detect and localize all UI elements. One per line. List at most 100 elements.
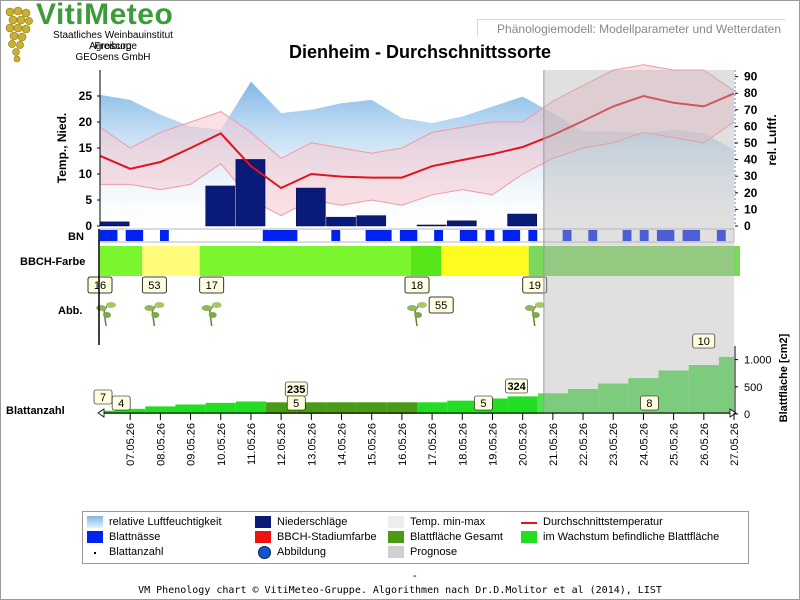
leaf-wetness-mark: [271, 230, 281, 241]
right-axis-tick-label: 90: [744, 70, 758, 84]
legend-swatch: [87, 516, 103, 528]
x-axis-tick-label: 24.05.26: [638, 423, 650, 466]
bbch-color-segment: [100, 246, 143, 276]
shoot-leaf: [201, 305, 212, 311]
leaf-wetness-mark: [562, 230, 572, 241]
leaf-wetness-mark: [682, 230, 692, 241]
leaf-area-bar: [567, 388, 599, 414]
precipitation-bar: [446, 220, 477, 227]
bbch-stage-box: [199, 276, 225, 294]
leaf-area-bar: [326, 402, 357, 414]
bbch-stage-box: [141, 276, 167, 294]
precipitation-bar: [235, 159, 266, 227]
leaf-count-label: 7: [100, 392, 106, 404]
leaf-area-bar: [507, 396, 538, 414]
leaf-area-bar: [235, 401, 267, 414]
legend-item-label: im Wachstum befindliche Blattfläche: [543, 531, 720, 543]
logo-line-1: Staatliches Weinbauinstitut Freiburg: [53, 30, 173, 52]
leaf-wetness-mark: [434, 230, 444, 241]
shoot-leaf: [103, 312, 112, 318]
bbch-stage-label: 17: [206, 280, 218, 292]
leaf-wetness-mark: [468, 230, 478, 241]
left-axis-tick-label: 10: [79, 167, 93, 181]
precipitation-bar: [326, 216, 356, 227]
right-axis-tick-label: 60: [744, 119, 758, 133]
leaf-area-bar: [205, 402, 236, 414]
leaf-wetness-mark: [365, 230, 375, 241]
legend-swatch: [388, 546, 404, 558]
leaf-wetness-mark: [511, 230, 521, 241]
right-axis-tick-label: 70: [744, 103, 758, 117]
legend-item-label: Temp. min-max: [410, 516, 486, 528]
precipitation-bar: [416, 224, 447, 227]
leaf-wetness-label: BN: [68, 231, 84, 243]
shoot-leaf: [144, 305, 155, 311]
logo-line-3: GEOsens GmbH: [75, 52, 151, 63]
legend-swatch: [388, 516, 404, 528]
x-axis-tick-label: 22.05.26: [578, 423, 590, 466]
left-axis-tick-label: 25: [79, 89, 93, 103]
shoot-leaf: [531, 312, 540, 318]
leaf-area-bar: [145, 406, 176, 414]
leaf-area-bar: [115, 408, 146, 414]
forecast-overlay: [543, 70, 734, 414]
shoot-leaf: [534, 302, 545, 308]
shoot-leaf: [208, 312, 217, 318]
leaf-count-label: 235: [287, 384, 305, 396]
leaf-wetness-mark: [159, 230, 169, 241]
bbch-stage-label: 18: [411, 280, 423, 292]
leaf-area-bar: [296, 402, 327, 414]
leaf-wetness-mark: [408, 230, 418, 241]
leaf-area-bar: [417, 402, 448, 414]
x-axis-tick-label: 20.05.26: [518, 423, 530, 466]
chart-title: Dienheim - Durchschnittssorte: [288, 42, 552, 62]
leaf-wetness-mark: [639, 230, 649, 241]
abbildung-label: Abb.: [58, 305, 82, 317]
precipitation-bar: [295, 187, 326, 227]
bbch-stage-label: 16: [94, 280, 106, 292]
grape-logo-icon: [5, 6, 33, 63]
right-axis-tick-label: 80: [744, 86, 758, 100]
leaf-count-label: 10: [698, 336, 710, 348]
bbch-color-segment: [410, 246, 442, 276]
x-axis-tick-label: 17.05.26: [427, 423, 439, 466]
right-axis-tick-label: 20: [744, 186, 758, 200]
legend-swatch: [388, 531, 404, 543]
bbch-stage-box: [87, 276, 113, 294]
leaf-area-bar: [688, 365, 719, 414]
legend-swatch: [521, 531, 537, 543]
footer-dash: -: [413, 570, 417, 582]
left-axis-tick-label: 5: [85, 193, 92, 207]
leaf-area-bar: [658, 370, 689, 414]
leaf-wetness-mark: [288, 230, 298, 241]
leaf-count-label: 4: [118, 398, 124, 410]
x-axis-left-arrow: [97, 408, 105, 418]
average-temperature-line: [99, 92, 735, 190]
leaf-wetness-mark: [588, 230, 598, 241]
header-tab[interactable]: Phänologiemodell: Modellparameter und We…: [477, 19, 785, 37]
leaf-area-tick-label: 500: [744, 382, 762, 394]
leaf-wetness-mark: [528, 230, 538, 241]
chart-legend: relative Luftfeuchtigkeit Niederschläge Te…: [82, 511, 749, 564]
leaf-wetness-mark: [691, 230, 701, 241]
x-axis-tick-label: 11.05.26: [246, 423, 258, 465]
temp-max-line: [99, 64, 735, 159]
leaf-area-bar: [718, 356, 734, 414]
bbch-stage-box: [404, 276, 430, 294]
leaf-wetness-mark: [665, 230, 675, 241]
legend-item-label: BBCH-Stadiumfarbe: [277, 531, 377, 543]
x-axis-tick-label: 27.05.26: [729, 423, 741, 466]
shoot-leaf: [417, 302, 427, 308]
x-axis-tick-label: 13.05.26: [306, 423, 318, 466]
bbch-color-segment: [142, 246, 200, 276]
bbch-stage-box: [522, 276, 548, 294]
leaf-wetness-mark: [262, 230, 272, 241]
leaf-wetness-mark: [108, 230, 118, 241]
shoot-leaf: [154, 302, 165, 308]
x-axis-tick-label: 10.05.26: [216, 423, 228, 466]
leaf-wetness-mark: [279, 230, 289, 241]
shoot-leaf: [407, 305, 417, 311]
legend-item-label: Abbildung: [277, 546, 326, 558]
leaf-wetness-mark: [459, 230, 469, 241]
